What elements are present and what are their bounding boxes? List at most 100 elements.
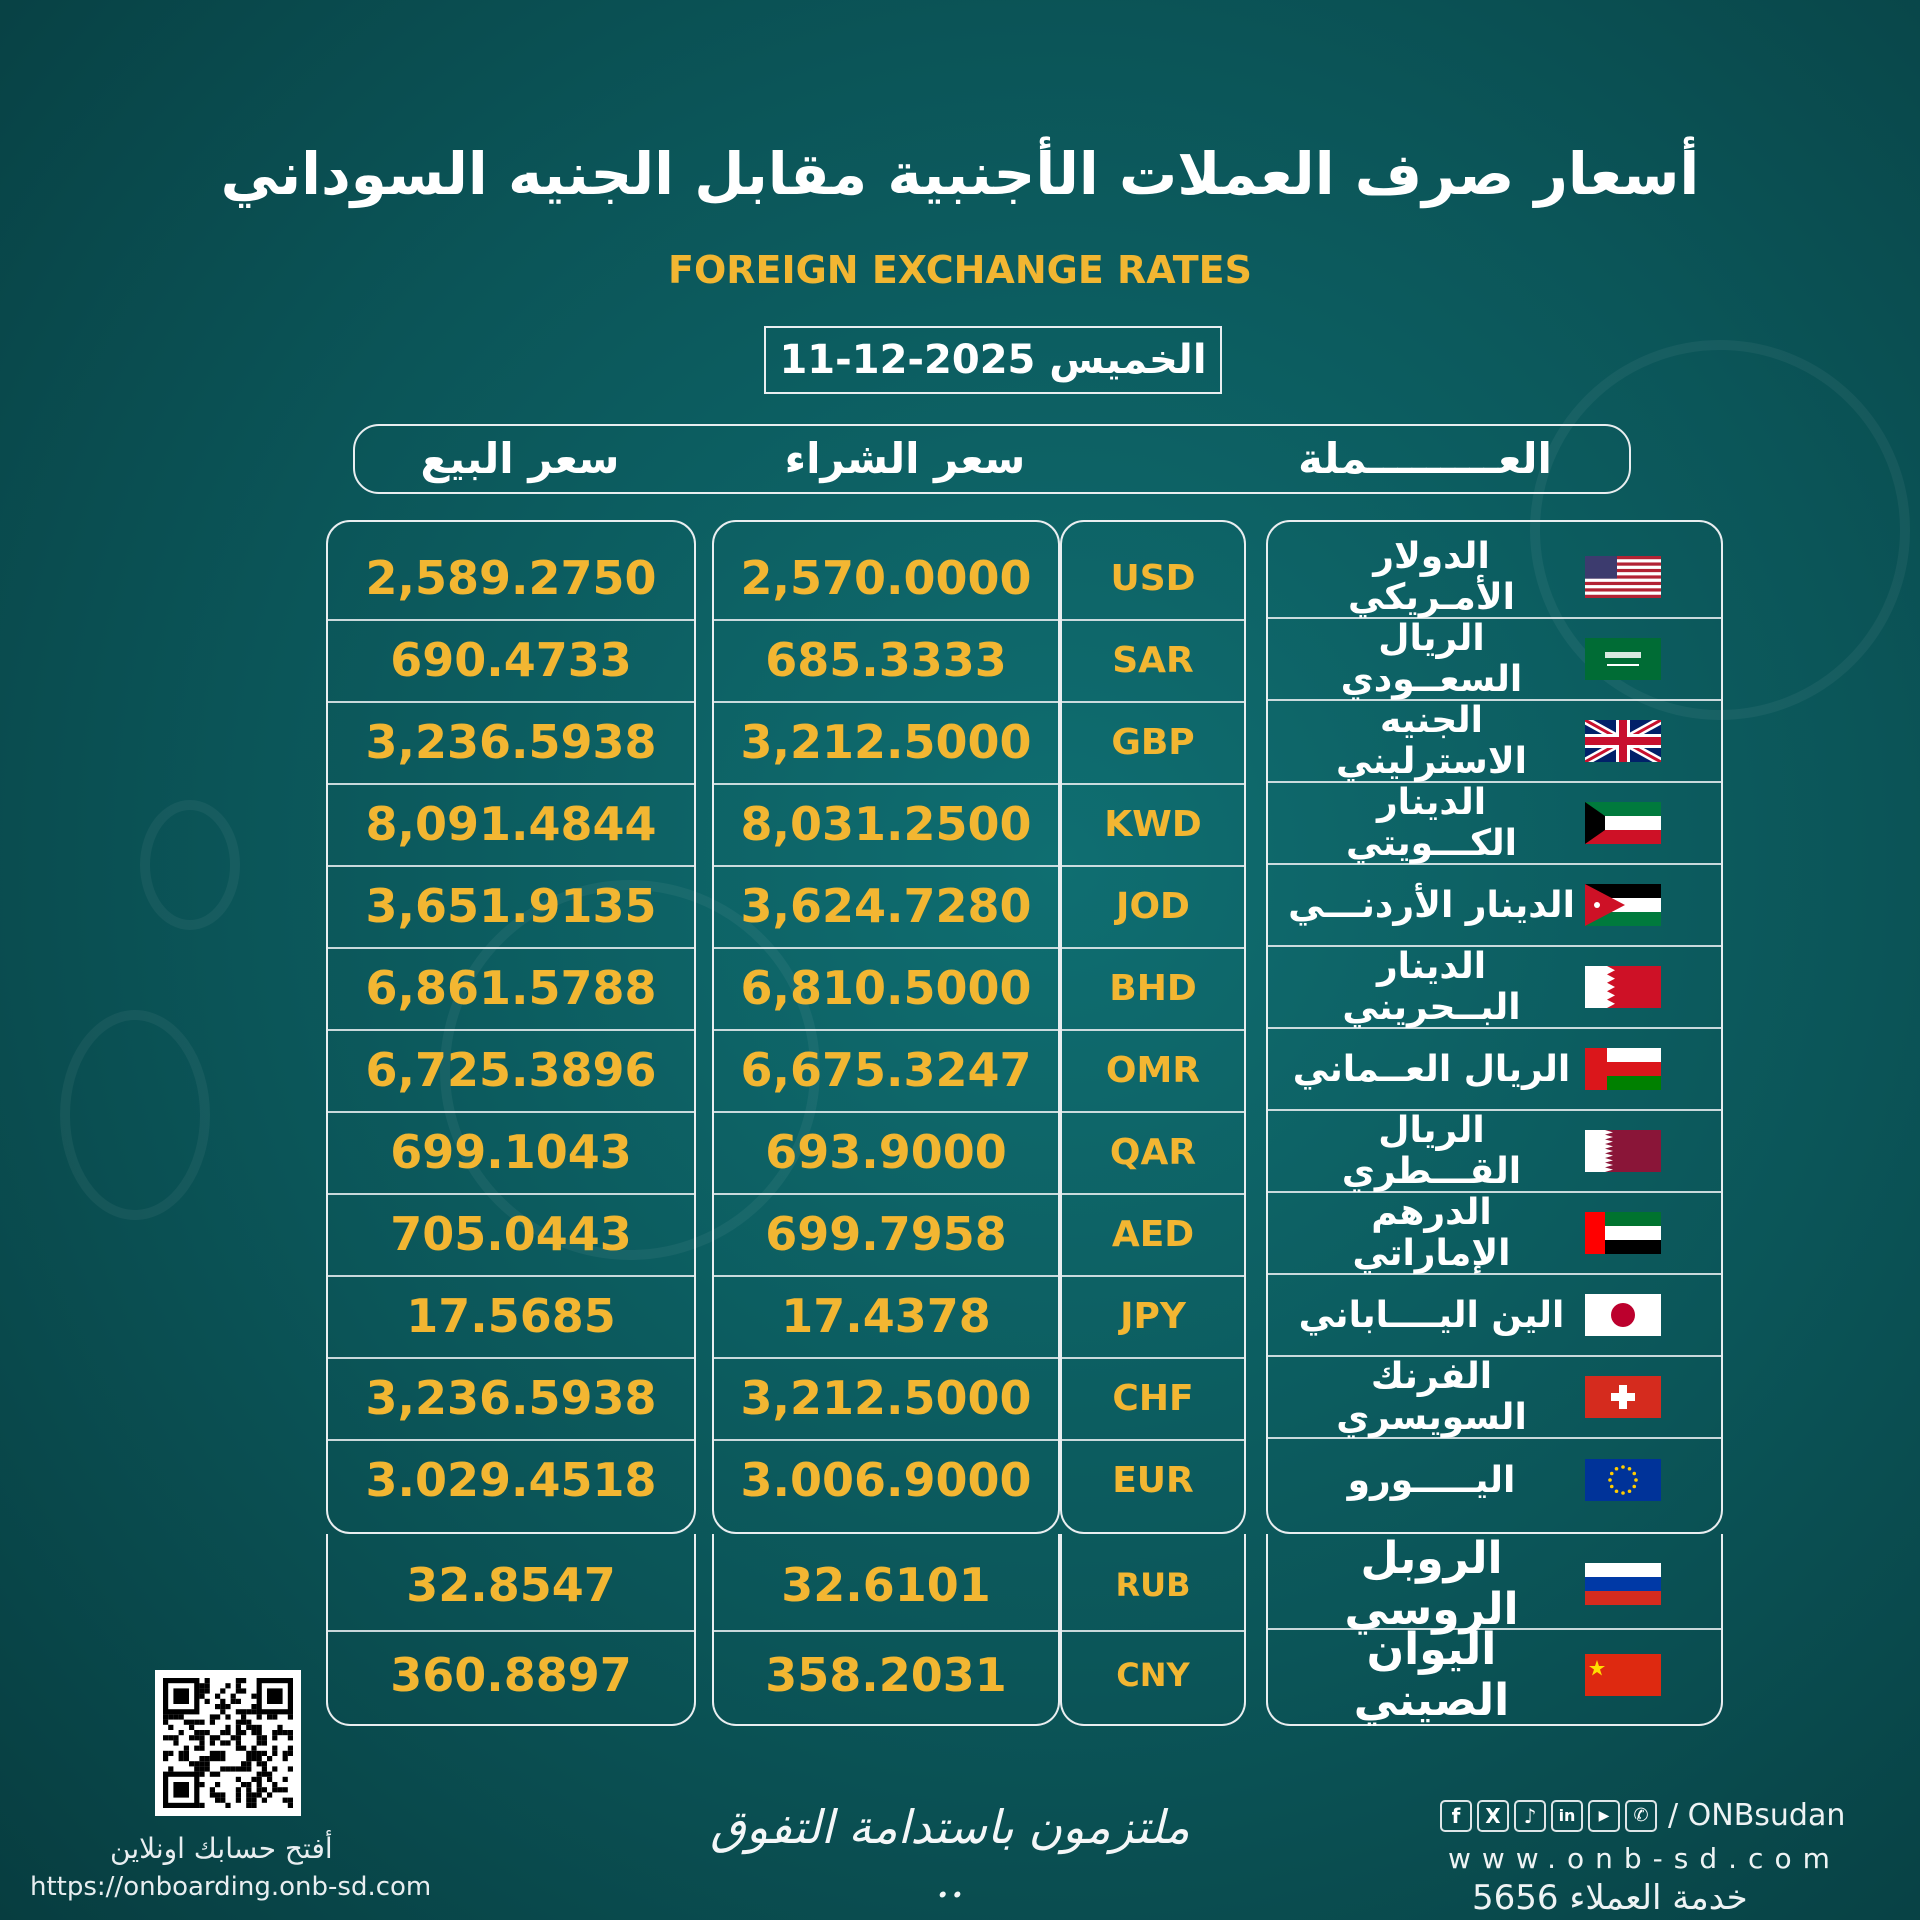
currency-code-row: GBP (1062, 701, 1244, 785)
currency-name: اليـــــورو (1347, 1459, 1516, 1501)
currency-name: الروبل الروسي (1344, 1533, 1519, 1635)
sell-price: 3,236.5938 (365, 715, 657, 769)
qa-flag-icon (1585, 1130, 1661, 1172)
currency-name-panel-extra: الروبل الروسي اليوان الصيني (1266, 1533, 1723, 1726)
currency-code-row: OMR (1062, 1029, 1244, 1113)
sell-price-row: 3,236.5938 (328, 701, 694, 785)
currency-code-row: AED (1062, 1193, 1244, 1277)
header-currency: العـــــــــملة (1298, 434, 1552, 483)
currency-code: RUB (1115, 1566, 1191, 1604)
currency-name-row: اليوان الصيني (1268, 1624, 1721, 1726)
buy-price-row: 3.006.9000 (714, 1439, 1058, 1521)
sell-price: 360.8897 (390, 1648, 632, 1702)
currency-name-row: اليـــــورو (1268, 1439, 1721, 1521)
tiktok-icon[interactable]: ♪ (1514, 1799, 1546, 1832)
sell-price: 2,589.2750 (365, 551, 657, 605)
buy-price-row: 693.9000 (714, 1111, 1058, 1195)
buy-price: 3,212.5000 (740, 715, 1032, 769)
buy-price-row: 358.2031 (714, 1630, 1058, 1720)
currency-name-row: الدينار الكـــويتي (1268, 782, 1721, 865)
buy-price-row: 6,675.3247 (714, 1029, 1058, 1113)
currency-code: CNY (1116, 1656, 1190, 1694)
currency-name: الريال القـــطري (1341, 1110, 1522, 1192)
buy-price-panel: 2,570.0000 685.3333 3,212.5000 8,031.2500 3,… (712, 520, 1060, 1534)
buy-price-row: 32.6101 (714, 1540, 1058, 1632)
currency-name: الدينار الأردنـــي (1288, 884, 1575, 926)
currency-code-row: RUB (1062, 1540, 1244, 1632)
currency-code-row: USD (1062, 537, 1244, 621)
currency-name-row: الدولار الأمـريكي (1268, 536, 1721, 619)
currency-code: BHD (1109, 967, 1197, 1009)
currency-code-row: QAR (1062, 1111, 1244, 1195)
sell-price: 17.5685 (406, 1289, 616, 1343)
us-flag-icon (1585, 556, 1661, 598)
slogan: ملتزمون باستدامة التفوق .. (710, 1800, 1190, 1908)
customer-service: خدمة العملاء 5656 (1472, 1878, 1748, 1918)
social-handle: / ONBsudan (1668, 1798, 1846, 1833)
sell-price-row: 2,589.2750 (328, 537, 694, 621)
facebook-icon[interactable]: f (1440, 1799, 1472, 1832)
website-link[interactable]: www.onb-sd.com (1448, 1842, 1841, 1875)
currency-name: الجنيه الاسترليني (1336, 700, 1527, 782)
buy-price: 693.9000 (765, 1125, 1007, 1179)
sell-price-row: 699.1043 (328, 1111, 694, 1195)
sell-price: 705.0443 (390, 1207, 632, 1261)
om-flag-icon (1585, 1048, 1661, 1090)
sell-price: 699.1043 (390, 1125, 632, 1179)
buy-price-row: 3,212.5000 (714, 701, 1058, 785)
currency-name: الدولار الأمـريكي (1347, 536, 1515, 618)
sell-price: 32.8547 (406, 1558, 616, 1612)
sell-price-row: 8,091.4844 (328, 783, 694, 867)
buy-price-row: 3,212.5000 (714, 1357, 1058, 1441)
currency-name-row: الفرنك السويسري (1268, 1356, 1721, 1439)
youtube-icon[interactable]: ▶ (1588, 1799, 1620, 1832)
currency-name-row: الين اليــــاباني (1268, 1275, 1721, 1357)
currency-code-panel: USD SAR GBP KWD JOD BHD OMR QAR AED JPY CHF EUR (1060, 520, 1246, 1534)
sell-price: 8,091.4844 (365, 797, 657, 851)
currency-name: الريال العــماني (1292, 1048, 1571, 1090)
currency-name: الين اليــــاباني (1298, 1294, 1565, 1336)
currency-name-row: الريال القـــطري (1268, 1110, 1721, 1193)
jo-flag-icon (1585, 884, 1661, 926)
currency-code: QAR (1109, 1131, 1197, 1173)
background-decoration (1530, 340, 1910, 720)
buy-price: 3.006.9000 (740, 1453, 1032, 1507)
buy-price-row: 685.3333 (714, 619, 1058, 703)
currency-code-row: JPY (1062, 1275, 1244, 1359)
sell-price: 3,651.9135 (365, 879, 657, 933)
x-icon[interactable]: X (1477, 1799, 1509, 1832)
sell-price-row: 3,236.5938 (328, 1357, 694, 1441)
qr-code[interactable] (155, 1670, 301, 1816)
currency-code-row: JOD (1062, 865, 1244, 949)
date-box: الخميس 2025-12-11 (764, 326, 1222, 394)
whatsapp-icon[interactable]: ✆ (1625, 1799, 1657, 1832)
sell-price-row: 3,651.9135 (328, 865, 694, 949)
ae-flag-icon (1585, 1212, 1661, 1254)
buy-price: 3,624.7280 (740, 879, 1032, 933)
linkedin-icon[interactable]: in (1551, 1799, 1583, 1832)
sell-price-panel-extra: 32.8547 360.8897 (326, 1534, 696, 1726)
open-account-text: أفتح حسابك اونلاين (110, 1832, 333, 1865)
currency-code-row: EUR (1062, 1439, 1244, 1521)
currency-code-row: SAR (1062, 619, 1244, 703)
onboarding-link[interactable]: https://onboarding.onb-sd.com (30, 1872, 432, 1902)
sell-price-row: 360.8897 (328, 1630, 694, 1720)
gb-flag-icon (1585, 720, 1661, 762)
currency-code: JPY (1120, 1295, 1186, 1337)
currency-code-panel-extra: RUB CNY (1060, 1534, 1246, 1726)
currency-code: KWD (1104, 803, 1202, 845)
currency-code: OMR (1105, 1049, 1201, 1091)
sell-price: 3.029.4518 (365, 1453, 657, 1507)
currency-name: الريال السعــودي (1340, 618, 1523, 700)
kw-flag-icon (1585, 802, 1661, 844)
buy-price-row: 17.4378 (714, 1275, 1058, 1359)
sell-price: 6,861.5788 (365, 961, 657, 1015)
sa-flag-icon (1585, 638, 1661, 680)
currency-name: الدينار الكـــويتي (1346, 782, 1517, 864)
currency-name: الدينار البــحريني (1342, 946, 1521, 1028)
buy-price: 3,212.5000 (740, 1371, 1032, 1425)
currency-name: اليوان الصيني (1353, 1624, 1510, 1726)
sell-price-row: 690.4733 (328, 619, 694, 703)
buy-price: 699.7958 (765, 1207, 1007, 1261)
currency-name: الدرهم الإماراتي (1352, 1192, 1511, 1274)
